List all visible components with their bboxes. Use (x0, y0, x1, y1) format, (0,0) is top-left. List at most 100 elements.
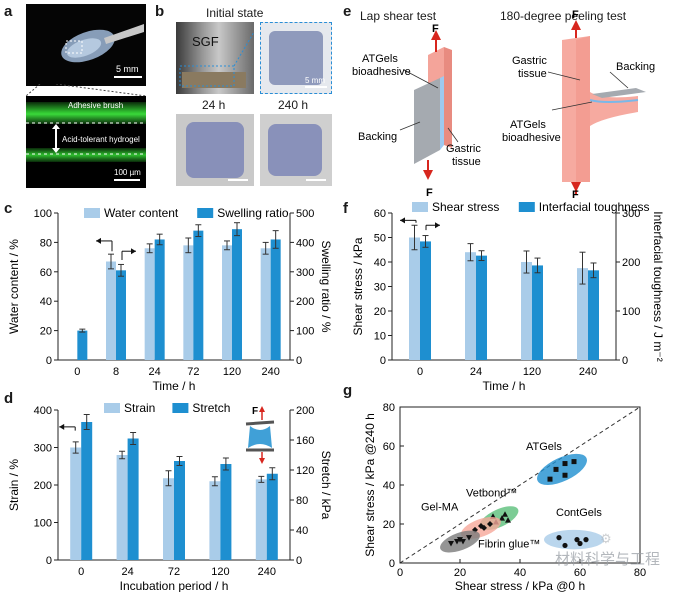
y-tick-label-right: 100 (622, 306, 640, 318)
data-point (556, 535, 562, 541)
y-tick-label-right: 0 (296, 355, 302, 367)
y-tick-label-right: 300 (622, 208, 640, 220)
legend-label: Swelling ratio (217, 206, 289, 220)
lap-atgels-label: ATGels (362, 53, 398, 65)
bar-shear-stress (521, 262, 532, 360)
y-tick-label-right: 500 (296, 208, 314, 220)
data-point (454, 539, 460, 545)
data-point (478, 522, 484, 529)
data-point (583, 537, 589, 543)
legend-swatch (172, 403, 189, 413)
y-axis-label-right: Swelling ratio / % (319, 240, 333, 332)
y-tick-label-left: 50 (374, 233, 386, 245)
bar-water-content (260, 248, 271, 360)
y-tick-label: 20 (383, 519, 395, 531)
legend-swatch (104, 403, 120, 413)
y-tick-label: 60 (383, 441, 395, 453)
peel-atgels-label: ATGels (510, 119, 546, 131)
y-tick-label-left: 30 (374, 282, 386, 294)
bar-swelling-ratio (116, 270, 126, 360)
lap-force-bottom: F (426, 187, 433, 199)
y-tick-label-left: 200 (34, 480, 52, 492)
hydrogel-label: Acid-tolerant hydrogel (62, 135, 140, 144)
x-axis-label: Time / h (153, 379, 196, 390)
left-axis-arrow-head (400, 217, 405, 224)
bar-shear-stress (465, 252, 476, 360)
bar-stretch (266, 473, 278, 560)
y-tick-label-right: 400 (296, 237, 314, 249)
y-tick-label-right: 200 (296, 296, 314, 308)
bar-swelling-ratio (193, 230, 204, 360)
group-label: ContGels (556, 507, 602, 519)
x-tick-label: 72 (168, 566, 180, 578)
bar-strain (116, 455, 128, 560)
lap-force-top: F (432, 23, 439, 35)
fluorescence-image: Adhesive brush Acid-tolerant hydrogel 10… (26, 96, 146, 188)
force-arrow-head (259, 458, 265, 464)
y-tick-label: 0 (389, 558, 395, 570)
y-axis-label-right: Interfacial toughness / J m⁻² (651, 211, 665, 361)
y-tick-label: 80 (383, 402, 395, 414)
legend-label: Strain (124, 401, 155, 415)
time-label-24h: 24 h (202, 98, 226, 112)
bar-strain (255, 479, 267, 560)
data-point (502, 511, 508, 517)
legend-swatch (518, 202, 535, 212)
data-point (448, 541, 454, 547)
data-point (562, 472, 568, 478)
scale-bar-label: 5 mm (305, 76, 325, 85)
bar-interfacial-toughness (420, 241, 431, 360)
x-tick-label: 120 (211, 566, 229, 578)
x-axis-label: Shear stress / kPa @0 h (455, 579, 585, 593)
right-axis-arrow-head (435, 222, 440, 229)
y-tick-label-left: 0 (46, 355, 52, 367)
y-tick-label-left: 40 (40, 296, 52, 308)
y-tick-label-left: 20 (374, 306, 386, 318)
data-point (553, 466, 559, 472)
panel-label-f: f (343, 200, 348, 217)
group-ellipse (544, 529, 604, 550)
x-tick-label: 0 (417, 366, 423, 378)
data-point (487, 521, 493, 527)
panel-label-e: e (343, 3, 352, 20)
x-tick-label: 0 (397, 567, 403, 579)
bar-water-content (106, 261, 116, 360)
bar-strain (163, 478, 174, 560)
sgf-vial-photo: SGF (176, 22, 254, 94)
y-tick-label-right: 200 (622, 257, 640, 269)
test-schematic: Lap shear test 180-degree peeling test F… (352, 9, 655, 200)
y-tick-label-right: 160 (296, 435, 314, 447)
y-tick-label-left: 0 (46, 555, 52, 567)
data-point (457, 537, 463, 543)
bar-swelling-ratio (77, 330, 88, 360)
y-tick-label-right: 80 (296, 495, 308, 507)
legend-swatch (412, 202, 428, 212)
legend-label: Shear stress (432, 200, 499, 214)
left-axis-arrow-head (59, 423, 65, 430)
y-tick-label-right: 100 (296, 326, 314, 338)
group-label: Vetbond™ (466, 488, 517, 500)
panel-label-g: g (343, 382, 353, 399)
panel-label-c: c (4, 200, 13, 217)
group-ellipse (537, 453, 587, 485)
y-tick-label-left: 100 (34, 208, 52, 220)
watermark-logo: ⚙ (600, 531, 612, 546)
x-tick-label: 240 (258, 566, 276, 578)
y-tick-label-right: 40 (296, 525, 308, 537)
y-tick-label-right: 120 (296, 465, 314, 477)
x-tick-label: 72 (187, 366, 199, 378)
bar-strain (70, 447, 82, 560)
y-tick-label-left: 40 (374, 257, 386, 269)
data-point (481, 524, 487, 531)
y-tick-label-right: 0 (622, 355, 628, 367)
legend-label: Stretch (192, 401, 230, 415)
x-tick-label: 24 (470, 366, 482, 378)
peel-force-top: F (572, 9, 579, 21)
x-tick-label: 0 (74, 366, 80, 378)
lap-bioadhesive-label: bioadhesive (352, 66, 411, 78)
bar-stretch (220, 464, 232, 560)
group-label: Fibrin glue™ (478, 538, 540, 550)
y-tick-label: 40 (383, 480, 395, 492)
x-tick-label: 120 (223, 366, 241, 378)
y-tick-label-left: 400 (34, 405, 52, 417)
